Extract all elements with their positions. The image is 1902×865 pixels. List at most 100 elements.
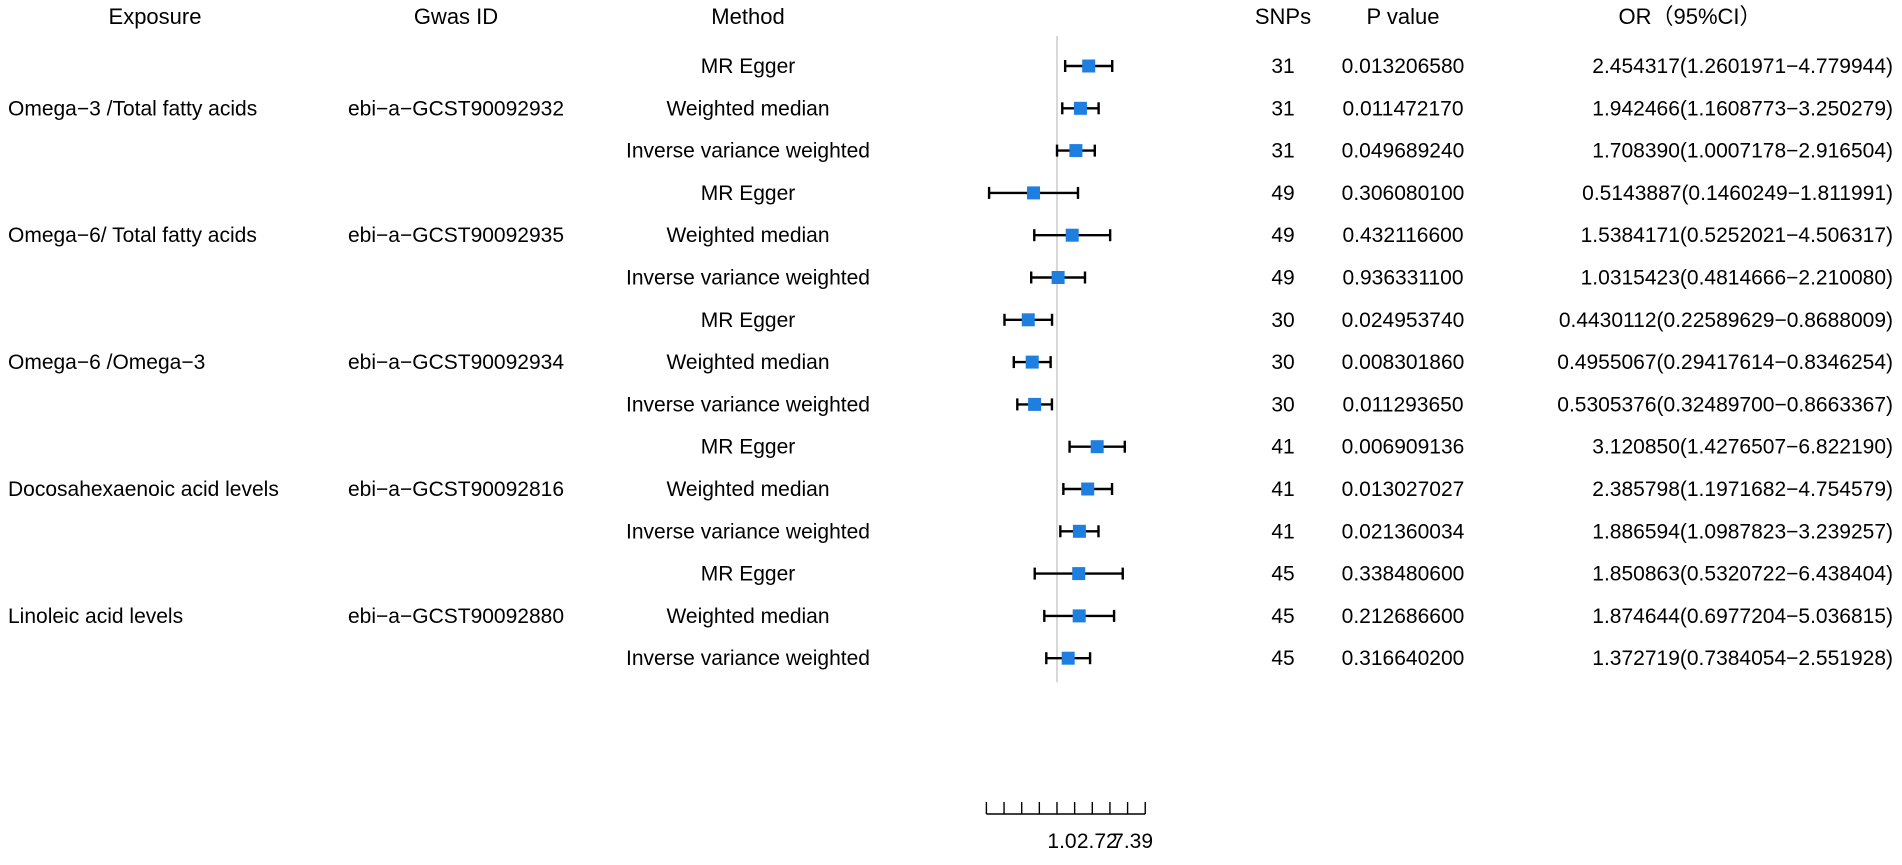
or-point-marker (1081, 482, 1095, 496)
p-value: 0.011293650 (1342, 393, 1463, 416)
snps-value: 41 (1271, 436, 1294, 459)
or-ci-value: 1.942466(1.1608773−3.250279) (1592, 97, 1893, 120)
or-ci-value: 1.0315423(0.4814666−2.210080) (1581, 267, 1893, 290)
p-value: 0.006909136 (1342, 436, 1465, 459)
method-label: MR Egger (701, 436, 796, 459)
method-label: MR Egger (701, 182, 796, 205)
or-ci-value: 0.4430112(0.22589629−0.8688009) (1559, 309, 1893, 332)
exposure-label: Omega−6 /Omega−3 (8, 351, 205, 374)
snps-value: 30 (1271, 351, 1294, 374)
or-point-marker (1028, 397, 1042, 411)
p-value: 0.338480600 (1342, 563, 1465, 586)
p-value: 0.013027027 (1342, 478, 1465, 501)
p-value: 0.316640200 (1342, 647, 1465, 670)
header-method: Method (711, 4, 784, 29)
header-exposure: Exposure (109, 4, 202, 29)
snps-value: 41 (1271, 520, 1294, 543)
method-label: Weighted median (666, 97, 829, 120)
method-label: Weighted median (666, 478, 829, 501)
snps-value: 45 (1271, 605, 1294, 628)
method-label: MR Egger (701, 55, 796, 78)
or-point-marker (1072, 609, 1086, 623)
snps-value: 49 (1271, 267, 1294, 290)
header-p-value: P value (1367, 4, 1440, 29)
p-value: 0.936331100 (1342, 267, 1463, 290)
exposure-label: Docosahexaenoic acid levels (8, 478, 279, 501)
p-value: 0.306080100 (1342, 182, 1465, 205)
exposure-label: Omega−3 /Total fatty acids (8, 97, 257, 120)
exposure-label: Omega−6/ Total fatty acids (8, 224, 257, 247)
method-label: Inverse variance weighted (626, 267, 870, 290)
plot-area (987, 36, 1126, 683)
p-value: 0.432116600 (1342, 224, 1463, 247)
or-ci-value: 0.4955067(0.29417614−0.8346254) (1557, 351, 1893, 374)
snps-value: 41 (1271, 478, 1294, 501)
or-point-marker (1061, 651, 1075, 665)
or-ci-value: 2.385798(1.1971682−4.754579) (1592, 478, 1893, 501)
column-headers: Exposure Gwas ID Method SNPs P value OR（… (109, 4, 1762, 29)
gwas-id-label: ebi−a−GCST90092935 (348, 224, 564, 247)
snps-value: 31 (1271, 140, 1294, 163)
gwas-id-label: ebi−a−GCST90092934 (348, 351, 564, 374)
or-ci-value: 1.5384171(0.5252021−4.506317) (1581, 224, 1893, 247)
p-value: 0.008301860 (1342, 351, 1465, 374)
snps-value: 49 (1271, 224, 1294, 247)
or-ci-value: 1.850863(0.5320722−6.438404) (1592, 563, 1893, 586)
or-point-marker (1082, 59, 1096, 73)
method-label: MR Egger (701, 563, 796, 586)
method-label: Weighted median (666, 605, 829, 628)
or-ci-value: 2.454317(1.2601971−4.779944) (1592, 55, 1893, 78)
or-point-marker (1090, 440, 1104, 454)
exposure-label: Linoleic acid levels (8, 605, 183, 628)
or-point-marker (1025, 355, 1039, 369)
or-point-marker (1072, 567, 1086, 581)
method-label: Inverse variance weighted (626, 647, 870, 670)
method-label: MR Egger (701, 309, 796, 332)
header-gwas-id: Gwas ID (414, 4, 498, 29)
or-ci-value: 1.874644(0.6977204−5.036815) (1592, 605, 1893, 628)
or-ci-value: 0.5305376(0.32489700−0.8663367) (1557, 393, 1893, 416)
snps-value: 31 (1271, 55, 1294, 78)
or-point-marker (1027, 186, 1041, 200)
method-label: Inverse variance weighted (626, 140, 870, 163)
snps-value: 45 (1271, 563, 1294, 586)
or-ci-value: 1.372719(0.7384054−2.551928) (1592, 647, 1893, 670)
snps-value: 49 (1271, 182, 1294, 205)
snps-value: 30 (1271, 309, 1294, 332)
gwas-id-label: ebi−a−GCST90092816 (348, 478, 564, 501)
gwas-id-label: ebi−a−GCST90092880 (348, 605, 564, 628)
or-ci-value: 1.886594(1.0987823−3.239257) (1592, 520, 1893, 543)
or-point-marker (1069, 144, 1083, 158)
header-snps: SNPs (1255, 4, 1311, 29)
or-point-marker (1072, 524, 1086, 538)
or-ci-value: 3.120850(1.4276507−6.822190) (1592, 436, 1893, 459)
p-value: 0.212686600 (1342, 605, 1465, 628)
method-label: Weighted median (666, 351, 829, 374)
or-point-marker (1073, 101, 1087, 115)
exposure-groups: Omega−3 /Total fatty acids ebi−a−GCST9009… (8, 97, 564, 628)
x-axis: 1.0 2.727.39 (985, 802, 1153, 853)
gwas-id-label: ebi−a−GCST90092932 (348, 97, 564, 120)
method-label: Weighted median (666, 224, 829, 247)
or-point-marker (1065, 228, 1079, 242)
snps-value: 30 (1271, 393, 1294, 416)
snps-value: 31 (1271, 97, 1294, 120)
p-value: 0.013206580 (1342, 55, 1465, 78)
x-tick-label: 2.72 (1077, 830, 1118, 853)
or-point-marker (1051, 271, 1065, 284)
method-label: Inverse variance weighted (626, 520, 870, 543)
p-value: 0.024953740 (1342, 309, 1465, 332)
or-ci-value: 1.708390(1.0007178−2.916504) (1592, 140, 1893, 163)
p-value: 0.021360034 (1342, 520, 1465, 543)
p-value: 0.049689240 (1342, 140, 1465, 163)
x-tick-label: 7.39 (1112, 830, 1153, 853)
p-value: 0.011472170 (1342, 97, 1463, 120)
or-point-marker (1021, 313, 1035, 327)
header-or-ci: OR（95%CI） (1618, 4, 1761, 29)
snps-value: 45 (1271, 647, 1294, 670)
result-rows: MR Egger 31 0.013206580 2.454317(1.2601971−… (626, 55, 1893, 670)
method-label: Inverse variance weighted (626, 393, 870, 416)
or-ci-value: 0.5143887(0.1460249−1.811991) (1582, 182, 1893, 205)
x-tick-label: 1.0 (1047, 830, 1076, 853)
